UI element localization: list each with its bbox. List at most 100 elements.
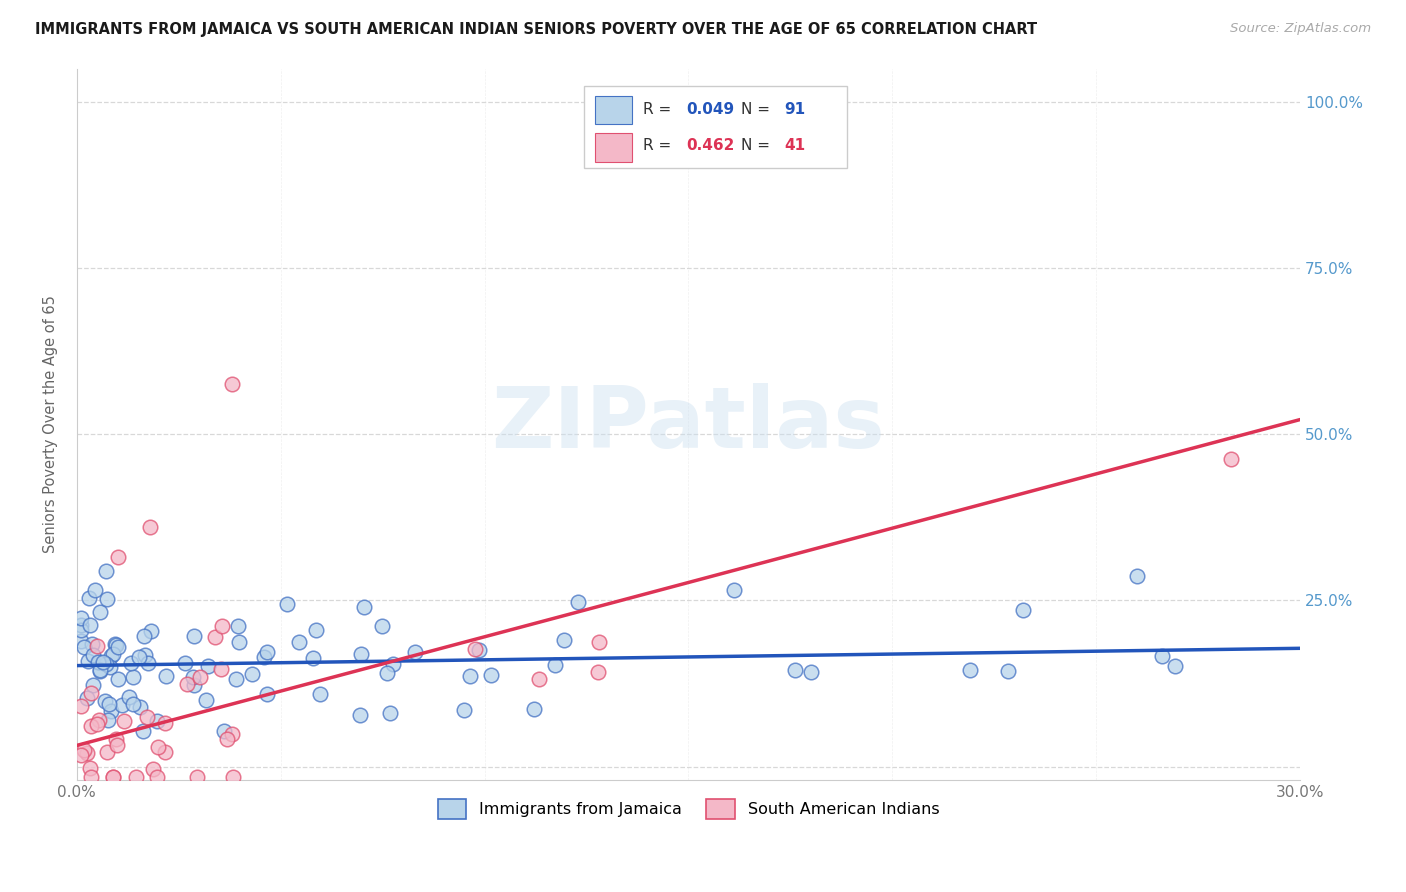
- Point: [120, 656, 142, 670]
- Point: [96, 657, 118, 671]
- Point: [197, 659, 219, 673]
- Point: [139, 520, 162, 534]
- Point: [97, 713, 120, 727]
- Point: [382, 657, 405, 672]
- Point: [1219, 452, 1241, 467]
- Point: [70, 634, 93, 648]
- Point: [181, 670, 204, 684]
- Point: [468, 643, 491, 657]
- Point: [128, 649, 150, 664]
- Point: [121, 670, 143, 684]
- Point: [118, 690, 141, 704]
- Point: [96, 564, 118, 578]
- FancyBboxPatch shape: [596, 133, 633, 161]
- Point: [252, 649, 274, 664]
- Point: [73, 743, 96, 757]
- Point: [527, 672, 550, 686]
- Point: [79, 618, 101, 632]
- Point: [128, 700, 150, 714]
- Point: [212, 724, 235, 739]
- Point: [76, 690, 98, 705]
- Point: [256, 645, 278, 659]
- Point: [1011, 603, 1033, 617]
- Point: [83, 678, 105, 692]
- Point: [204, 630, 226, 644]
- Point: [305, 623, 328, 637]
- Point: [959, 664, 981, 678]
- Point: [1164, 659, 1187, 673]
- Point: [997, 665, 1019, 679]
- Point: [404, 645, 426, 659]
- Point: [1152, 648, 1174, 663]
- Point: [132, 724, 155, 739]
- Point: [89, 663, 111, 677]
- Point: [139, 624, 162, 638]
- Point: [183, 629, 205, 643]
- Point: [523, 701, 546, 715]
- Point: [97, 698, 120, 712]
- Point: [82, 637, 104, 651]
- Point: [125, 770, 148, 784]
- Point: [86, 640, 108, 654]
- Point: [107, 738, 129, 752]
- Point: [242, 667, 264, 681]
- Text: N =: N =: [741, 102, 775, 117]
- Point: [87, 656, 110, 670]
- Point: [221, 377, 243, 392]
- Point: [153, 715, 176, 730]
- Point: [225, 672, 247, 686]
- Text: ZIPatlas: ZIPatlas: [492, 383, 886, 466]
- Point: [98, 660, 121, 674]
- Point: [138, 656, 160, 670]
- Point: [209, 662, 232, 676]
- Point: [79, 761, 101, 775]
- Point: [107, 673, 129, 687]
- Point: [176, 677, 198, 691]
- Point: [153, 745, 176, 759]
- Point: [82, 648, 104, 663]
- Point: [256, 687, 278, 701]
- Y-axis label: Seniors Poverty Over the Age of 65: Seniors Poverty Over the Age of 65: [44, 295, 58, 553]
- Point: [100, 649, 122, 664]
- Point: [800, 665, 823, 679]
- Point: [101, 647, 124, 661]
- Point: [301, 651, 323, 665]
- Point: [80, 770, 103, 784]
- Point: [89, 605, 111, 619]
- Point: [222, 770, 245, 784]
- Text: Source: ZipAtlas.com: Source: ZipAtlas.com: [1230, 22, 1371, 36]
- Point: [287, 635, 309, 649]
- Point: [89, 665, 111, 679]
- Point: [101, 770, 124, 784]
- Point: [183, 678, 205, 692]
- Point: [132, 629, 155, 643]
- Point: [89, 655, 111, 669]
- Point: [77, 591, 100, 605]
- Point: [188, 670, 211, 684]
- Point: [87, 713, 110, 727]
- Point: [100, 704, 122, 718]
- Point: [173, 657, 195, 671]
- Legend: Immigrants from Jamaica, South American Indians: Immigrants from Jamaica, South American …: [432, 793, 946, 825]
- Point: [544, 658, 567, 673]
- Text: R =: R =: [643, 138, 676, 153]
- Point: [217, 732, 239, 747]
- Text: 0.049: 0.049: [686, 102, 734, 117]
- Point: [101, 770, 124, 784]
- Point: [105, 732, 128, 747]
- Point: [112, 714, 135, 728]
- Text: 0.462: 0.462: [686, 138, 734, 153]
- Point: [211, 619, 233, 633]
- Point: [588, 635, 610, 649]
- Point: [194, 693, 217, 707]
- Point: [121, 697, 143, 711]
- Point: [80, 719, 103, 733]
- Point: [463, 642, 485, 657]
- Text: 41: 41: [785, 138, 806, 153]
- Point: [134, 648, 156, 662]
- Point: [221, 727, 243, 741]
- Point: [70, 611, 93, 625]
- Point: [70, 623, 93, 637]
- Point: [1126, 568, 1149, 582]
- Point: [350, 647, 373, 661]
